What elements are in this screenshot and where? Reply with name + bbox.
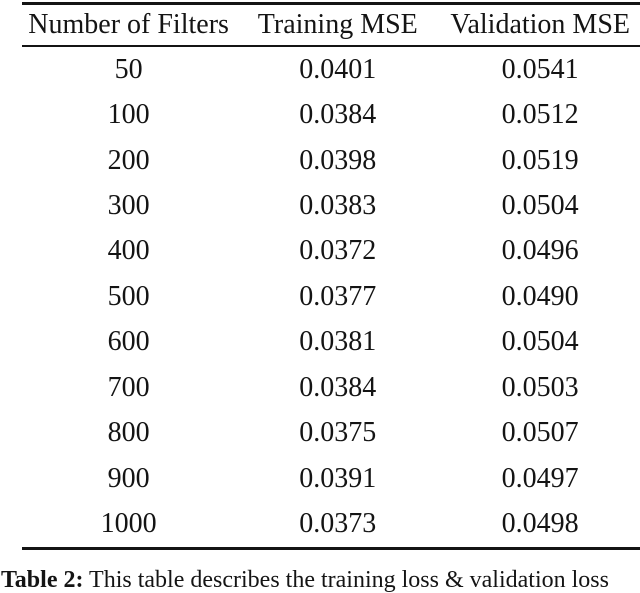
table-row: 50 0.0401 0.0541 [22, 47, 640, 92]
table-cell: 0.0504 [501, 190, 579, 222]
table-cell: 100 [107, 99, 150, 131]
table-cell: 0.0507 [501, 417, 579, 449]
table-cell: 0.0541 [501, 53, 579, 85]
table-row: 500 0.0377 0.0490 [22, 274, 640, 319]
table-cell: 0.0401 [299, 53, 377, 85]
table-row: 300 0.0383 0.0504 [22, 183, 640, 228]
table-cell: 0.0497 [501, 462, 579, 494]
table-row: 700 0.0384 0.0503 [22, 365, 640, 410]
results-table: Number of Filters Training MSE Validatio… [22, 2, 640, 550]
table-cell: 1000 [100, 508, 157, 540]
table-row: 600 0.0381 0.0504 [22, 320, 640, 365]
table-cell: 0.0519 [501, 144, 579, 176]
table-cell: 900 [107, 462, 150, 494]
table-cell: 0.0496 [501, 235, 579, 267]
table-cell: 0.0398 [299, 144, 377, 176]
table-header-row: Number of Filters Training MSE Validatio… [22, 5, 640, 47]
table-row: 800 0.0375 0.0507 [22, 411, 640, 456]
table-caption: Table 2: This table describes the traini… [1, 567, 609, 593]
table-cell: 0.0391 [299, 462, 377, 494]
table-row: 200 0.0398 0.0519 [22, 138, 640, 183]
table-cell: 700 [107, 371, 150, 403]
table-cell: 0.0375 [299, 417, 377, 449]
table-cell: 50 [114, 53, 143, 85]
table-cell: 800 [107, 417, 150, 449]
column-header-validation-mse: Validation MSE [450, 9, 631, 40]
table-cell: 0.0373 [299, 508, 377, 540]
table-row: 400 0.0372 0.0496 [22, 229, 640, 274]
table-cell: 600 [107, 326, 150, 358]
table-cell: 400 [107, 235, 150, 267]
table-cell: 500 [107, 280, 150, 312]
table-cell: 0.0377 [299, 280, 377, 312]
table-cell: 0.0490 [501, 280, 579, 312]
table-cell: 0.0381 [299, 326, 377, 358]
table-row: 1000 0.0373 0.0498 [22, 501, 640, 546]
table-caption-text: This table describes the training loss &… [89, 567, 609, 593]
table-cell: 0.0498 [501, 508, 579, 540]
table-cell: 0.0384 [299, 99, 377, 131]
table-cell: 0.0503 [501, 371, 579, 403]
table-cell: 0.0512 [501, 99, 579, 131]
column-header-training-mse: Training MSE [257, 9, 418, 40]
table-cell: 300 [107, 190, 150, 222]
table-cell: 0.0384 [299, 371, 377, 403]
table-row: 100 0.0384 0.0512 [22, 92, 640, 137]
table-cell: 0.0372 [299, 235, 377, 267]
table-caption-label: Table 2: [1, 567, 84, 593]
table-cell: 0.0383 [299, 190, 377, 222]
table-cell: 0.0504 [501, 326, 579, 358]
column-header-number-of-filters: Number of Filters [28, 9, 229, 40]
table-body: 50 0.0401 0.0541 100 0.0384 0.0512 200 0.0398 0.… [22, 47, 640, 547]
table-row: 900 0.0391 0.0497 [22, 456, 640, 501]
table-cell: 200 [107, 144, 150, 176]
